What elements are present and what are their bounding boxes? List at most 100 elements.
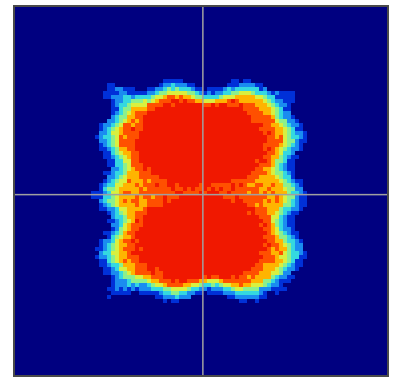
heatmap-cell bbox=[91, 199, 95, 203]
heatmap-cell bbox=[235, 279, 239, 283]
heatmap-cell bbox=[127, 247, 131, 251]
heatmap-cell bbox=[243, 187, 247, 191]
heatmap-cell bbox=[219, 223, 223, 227]
heatmap-cell bbox=[179, 195, 183, 199]
heatmap-cell bbox=[231, 251, 235, 255]
heatmap-cell bbox=[247, 271, 251, 275]
heatmap-cell bbox=[235, 299, 239, 303]
heatmap-cell bbox=[231, 263, 235, 267]
heatmap-cell bbox=[239, 127, 243, 131]
heatmap-cell bbox=[163, 211, 167, 215]
heatmap-cell bbox=[227, 123, 231, 127]
heatmap-cell bbox=[179, 215, 183, 219]
heatmap-cell bbox=[243, 107, 247, 111]
heatmap-cell bbox=[163, 175, 167, 179]
heatmap-cell bbox=[135, 87, 139, 91]
heatmap-cell bbox=[139, 239, 143, 243]
heatmap-cell bbox=[175, 175, 179, 179]
heatmap-cell bbox=[127, 143, 131, 147]
heatmap-cell bbox=[107, 87, 111, 91]
heatmap-cell bbox=[275, 107, 279, 111]
heatmap-cell bbox=[219, 251, 223, 255]
heatmap-cell bbox=[271, 211, 275, 215]
heatmap-cell bbox=[187, 187, 191, 191]
heatmap-cell bbox=[203, 123, 207, 127]
heatmap-cell bbox=[127, 111, 131, 115]
heatmap-cell bbox=[119, 131, 123, 135]
heatmap-cell bbox=[111, 175, 115, 179]
heatmap-cell bbox=[215, 87, 219, 91]
heatmap-cell bbox=[191, 167, 195, 171]
heatmap-cell bbox=[107, 119, 111, 123]
heatmap-cell bbox=[171, 167, 175, 171]
heatmap-cell bbox=[295, 207, 299, 211]
heatmap-cell bbox=[95, 199, 99, 203]
heatmap-cell bbox=[139, 123, 143, 127]
heatmap-cell bbox=[231, 123, 235, 127]
heatmap-cell bbox=[107, 263, 111, 267]
heatmap-cell bbox=[247, 183, 251, 187]
heatmap-cell bbox=[239, 203, 243, 207]
heatmap-cell bbox=[151, 247, 155, 251]
heatmap-cell bbox=[107, 219, 111, 223]
heatmap-cell bbox=[179, 111, 183, 115]
heatmap-cell bbox=[155, 207, 159, 211]
heatmap-cell bbox=[155, 283, 159, 287]
heatmap-cell bbox=[239, 139, 243, 143]
heatmap-cell bbox=[211, 143, 215, 147]
heatmap-cell bbox=[147, 183, 151, 187]
heatmap-cell bbox=[215, 223, 219, 227]
heatmap-cell bbox=[123, 275, 127, 279]
heatmap-cell bbox=[267, 183, 271, 187]
heatmap-cell bbox=[111, 95, 115, 99]
heatmap-cell bbox=[139, 87, 143, 91]
heatmap-cell bbox=[155, 239, 159, 243]
heatmap-cell bbox=[263, 283, 267, 287]
heatmap-cell bbox=[123, 259, 127, 263]
heatmap-cell bbox=[151, 283, 155, 287]
heatmap-cell bbox=[235, 191, 239, 195]
heatmap-cell bbox=[155, 119, 159, 123]
heatmap-cell bbox=[263, 187, 267, 191]
heatmap-cell bbox=[139, 139, 143, 143]
heatmap-cell bbox=[123, 243, 127, 247]
heatmap-cell bbox=[231, 295, 235, 299]
heatmap-cell bbox=[123, 271, 127, 275]
heatmap-cell bbox=[171, 203, 175, 207]
heatmap-cell bbox=[251, 159, 255, 163]
heatmap-cell bbox=[287, 247, 291, 251]
heatmap-cell bbox=[239, 287, 243, 291]
heatmap-cell bbox=[283, 155, 287, 159]
heatmap-cell bbox=[175, 303, 179, 307]
heatmap-cell bbox=[187, 207, 191, 211]
heatmap-cell bbox=[95, 247, 99, 251]
heatmap-cell bbox=[263, 227, 267, 231]
heatmap-cell bbox=[163, 279, 167, 283]
heatmap-cell bbox=[227, 151, 231, 155]
heatmap-cell bbox=[131, 215, 135, 219]
heatmap-cell bbox=[243, 151, 247, 155]
heatmap-cell bbox=[111, 275, 115, 279]
heatmap-cell bbox=[247, 247, 251, 251]
heatmap-cell bbox=[207, 207, 211, 211]
heatmap-cell bbox=[279, 219, 283, 223]
heatmap-cell bbox=[107, 143, 111, 147]
heatmap-cell bbox=[263, 155, 267, 159]
heatmap-cell bbox=[131, 191, 135, 195]
heatmap-cell bbox=[223, 227, 227, 231]
heatmap-cell bbox=[247, 159, 251, 163]
heatmap-cell bbox=[207, 271, 211, 275]
heatmap-cell bbox=[263, 179, 267, 183]
heatmap-cell bbox=[123, 235, 127, 239]
heatmap-cell bbox=[267, 239, 271, 243]
heatmap-cell bbox=[147, 291, 151, 295]
heatmap-cell bbox=[251, 279, 255, 283]
heatmap-cell bbox=[123, 207, 127, 211]
heatmap-cell bbox=[135, 191, 139, 195]
heatmap-cell bbox=[131, 271, 135, 275]
heatmap-cell bbox=[167, 239, 171, 243]
heatmap-cell bbox=[155, 179, 159, 183]
heatmap-cell bbox=[171, 95, 175, 99]
heatmap-cell bbox=[223, 179, 227, 183]
heatmap-cell bbox=[287, 99, 291, 103]
